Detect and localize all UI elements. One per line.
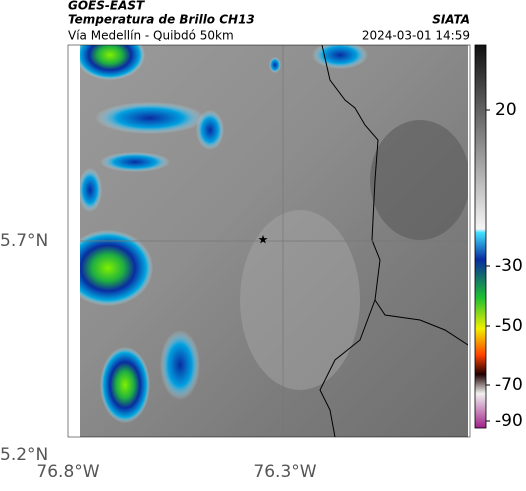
colorbar-label: -50 <box>495 316 523 336</box>
region: Vía Medellín - Quibdó 50km <box>68 29 234 43</box>
colorbar <box>474 44 487 429</box>
colorbar-label: -90 <box>495 411 523 431</box>
lat-label: 5.7°N <box>0 231 48 251</box>
satellite: GOES-EAST <box>68 0 145 13</box>
colorbar-label: -70 <box>495 375 523 395</box>
lon-label: 76.8°W <box>36 462 99 482</box>
lat-label: 5.2°N <box>0 445 48 465</box>
timestamp: 2024-03-01 14:59 <box>362 29 470 43</box>
satellite-image: ★ <box>80 45 468 437</box>
colorbar-label: -30 <box>495 256 523 276</box>
lon-label: 76.3°W <box>253 462 316 482</box>
svg-text:★: ★ <box>258 233 269 247</box>
product: Temperatura de Brillo CH13 <box>68 13 255 27</box>
source: SIATA <box>432 13 470 27</box>
colorbar-ticks <box>486 109 490 422</box>
colorbar-label: 20 <box>495 100 517 120</box>
map-frame <box>67 44 471 438</box>
